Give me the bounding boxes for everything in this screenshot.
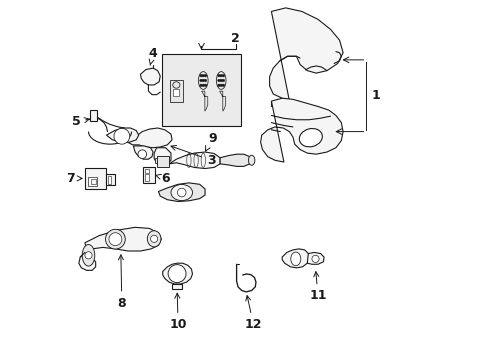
- Polygon shape: [169, 152, 220, 168]
- Text: 1: 1: [371, 89, 380, 102]
- Polygon shape: [140, 68, 160, 85]
- Ellipse shape: [105, 229, 125, 249]
- Ellipse shape: [248, 155, 254, 165]
- Ellipse shape: [299, 129, 322, 147]
- Circle shape: [217, 79, 220, 82]
- Circle shape: [138, 150, 146, 158]
- Polygon shape: [128, 128, 172, 148]
- Ellipse shape: [82, 244, 95, 266]
- Bar: [173, 89, 179, 96]
- Circle shape: [222, 75, 224, 77]
- Polygon shape: [306, 252, 324, 264]
- Ellipse shape: [147, 231, 161, 247]
- Text: 9: 9: [205, 132, 216, 151]
- Bar: [107, 176, 111, 184]
- Circle shape: [220, 75, 222, 77]
- Circle shape: [204, 75, 206, 77]
- Text: 2: 2: [231, 32, 240, 45]
- Circle shape: [114, 129, 129, 144]
- Bar: [143, 167, 155, 183]
- Polygon shape: [106, 128, 139, 142]
- Ellipse shape: [290, 252, 300, 266]
- Bar: [144, 174, 149, 181]
- Circle shape: [217, 75, 220, 77]
- Ellipse shape: [172, 82, 180, 88]
- Bar: [85, 168, 105, 189]
- Bar: [144, 169, 149, 173]
- Circle shape: [217, 84, 220, 87]
- Bar: [162, 54, 241, 126]
- Polygon shape: [282, 249, 309, 268]
- Circle shape: [85, 252, 92, 259]
- Polygon shape: [169, 80, 183, 102]
- Circle shape: [202, 79, 204, 82]
- Text: 10: 10: [169, 293, 186, 331]
- Polygon shape: [133, 146, 153, 159]
- Polygon shape: [158, 183, 204, 202]
- Bar: [106, 174, 115, 185]
- Circle shape: [222, 79, 224, 82]
- Polygon shape: [269, 8, 343, 100]
- Circle shape: [220, 79, 222, 82]
- Circle shape: [199, 79, 202, 82]
- Ellipse shape: [198, 72, 208, 89]
- Polygon shape: [220, 154, 251, 166]
- Polygon shape: [201, 91, 207, 111]
- Ellipse shape: [171, 184, 192, 201]
- Text: 7: 7: [66, 172, 82, 185]
- Bar: [91, 179, 96, 184]
- Circle shape: [202, 75, 204, 77]
- Polygon shape: [163, 263, 192, 284]
- Polygon shape: [260, 98, 343, 162]
- Polygon shape: [219, 91, 225, 111]
- Text: 6: 6: [155, 172, 169, 185]
- Circle shape: [311, 255, 319, 262]
- Circle shape: [199, 75, 202, 77]
- Circle shape: [109, 233, 122, 246]
- Polygon shape: [79, 227, 161, 270]
- Circle shape: [168, 265, 185, 283]
- Polygon shape: [156, 156, 169, 167]
- Text: 4: 4: [148, 47, 157, 66]
- Circle shape: [204, 79, 206, 82]
- Circle shape: [202, 84, 204, 87]
- Polygon shape: [154, 148, 171, 165]
- Text: 12: 12: [244, 296, 262, 331]
- Circle shape: [177, 188, 185, 197]
- Bar: [172, 284, 182, 289]
- Text: 3: 3: [171, 145, 215, 167]
- Circle shape: [199, 84, 202, 87]
- Bar: [88, 177, 97, 186]
- Ellipse shape: [216, 72, 225, 89]
- Text: 5: 5: [71, 116, 89, 129]
- Circle shape: [204, 84, 206, 87]
- Bar: [155, 158, 161, 163]
- Circle shape: [222, 84, 224, 87]
- Text: 11: 11: [308, 272, 326, 302]
- Circle shape: [220, 84, 222, 87]
- Bar: [89, 110, 97, 121]
- Circle shape: [150, 235, 158, 242]
- Text: 8: 8: [117, 255, 126, 310]
